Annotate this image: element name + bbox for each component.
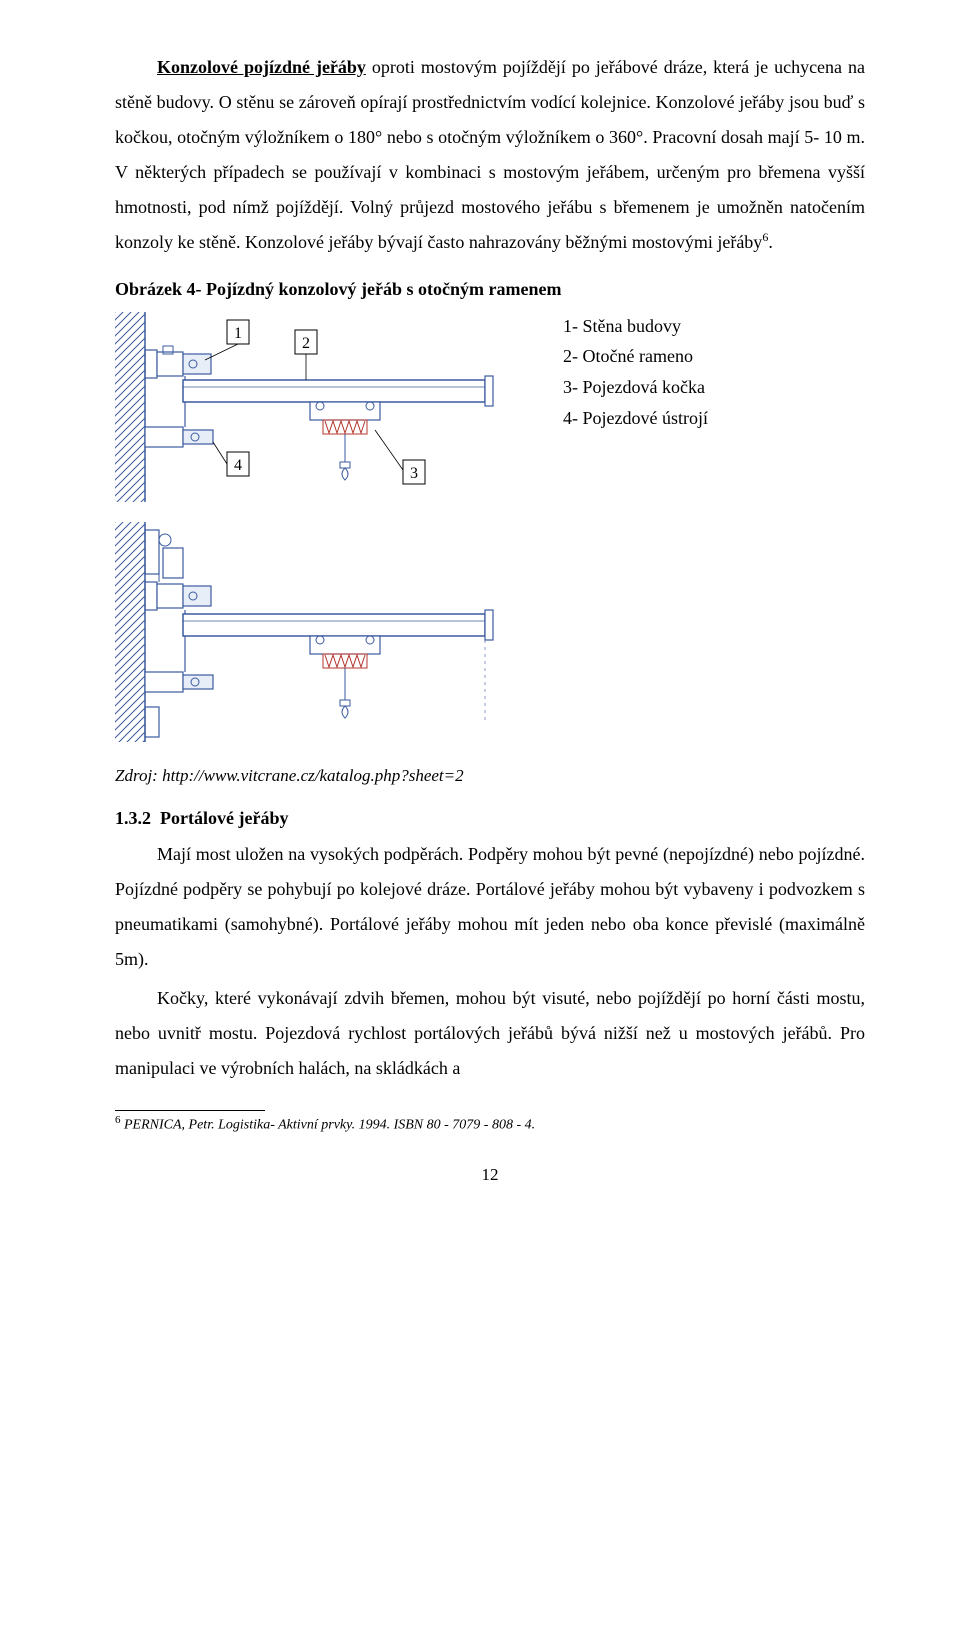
figure-legend: 1- Stěna budovy 2- Otočné rameno 3- Poje… (563, 312, 708, 435)
legend-item-2: 2- Otočné rameno (563, 342, 708, 371)
heading-underline: Konzolové pojízdné jeřáby (157, 57, 366, 77)
para1-end: . (768, 232, 773, 252)
svg-text:1: 1 (234, 325, 242, 342)
page-number: 12 (115, 1165, 865, 1185)
footnote-number: 6 (115, 1114, 121, 1126)
section-title: Portálové jeřáby (160, 808, 288, 828)
section-number: 1.3.2 (115, 808, 151, 828)
legend-item-1: 1- Stěna budovy (563, 312, 708, 341)
paragraph-portalove-1: Mají most uložen na vysokých podpěrách. … (115, 837, 865, 977)
footnote-text: PERNICA, Petr. Logistika- Aktivní prvky.… (124, 1118, 535, 1133)
legend-item-3: 3- Pojezdová kočka (563, 373, 708, 402)
para1-text: oproti mostovým pojíždějí po jeřábové dr… (115, 57, 865, 252)
svg-text:3: 3 (410, 465, 418, 482)
footnote-6: 6 PERNICA, Petr. Logistika- Aktivní prvk… (115, 1113, 865, 1135)
paragraph-portalove-2: Kočky, které vykonávají zdvih břemen, mo… (115, 981, 865, 1086)
crane-diagram-1: 1 2 4 3 (115, 312, 535, 502)
figure-source: Zdroj: http://www.vitcrane.cz/katalog.ph… (115, 766, 865, 786)
crane-diagram-2 (115, 522, 865, 742)
figure-row: 1 2 4 3 1- Stěna budovy 2- Otočné rameno… (115, 312, 865, 502)
svg-text:2: 2 (302, 335, 310, 352)
svg-text:4: 4 (234, 457, 242, 474)
paragraph-konzolove: Konzolové pojízdné jeřáby oproti mostový… (115, 50, 865, 261)
footnote-separator (115, 1110, 265, 1111)
figure-caption: Obrázek 4- Pojízdný konzolový jeřáb s ot… (115, 279, 865, 300)
legend-item-4: 4- Pojezdové ústrojí (563, 404, 708, 433)
section-heading: 1.3.2 Portálové jeřáby (115, 808, 865, 829)
